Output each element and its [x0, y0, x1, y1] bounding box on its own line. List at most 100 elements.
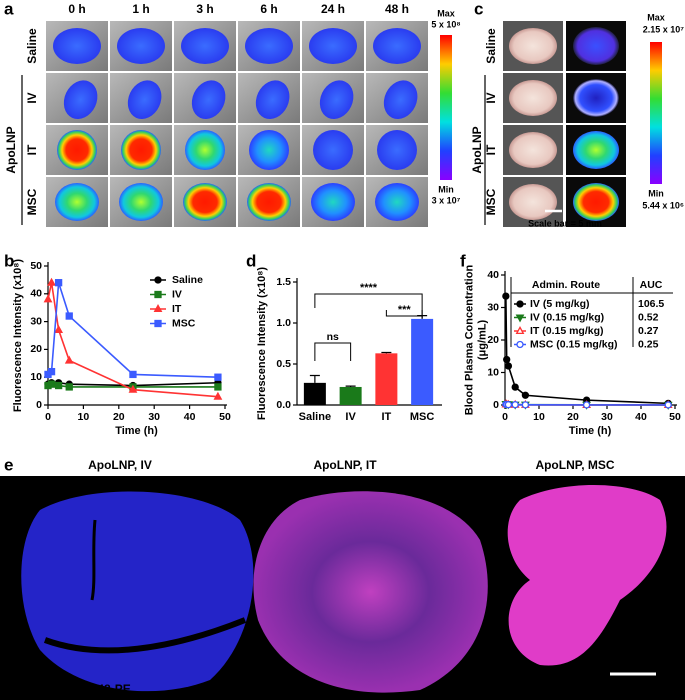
- y-tick-label: 0.5: [276, 358, 291, 370]
- y-axis-title: (μg/mL): [476, 320, 488, 361]
- x-tick-label: 20: [567, 411, 579, 423]
- y-tick-label: 20: [30, 343, 42, 355]
- ivis-signal: [181, 28, 229, 64]
- liver-photo: [509, 28, 557, 64]
- significance-label: ***: [398, 304, 412, 316]
- legend-header: AUC: [640, 279, 663, 291]
- colorbar-min: 3 x 10⁷: [432, 195, 461, 205]
- y-tick-label: 10: [30, 371, 42, 383]
- data-point: [128, 384, 138, 393]
- image-title: ApoLNP, MSC: [535, 458, 614, 472]
- data-point: [54, 324, 64, 333]
- ivis-signal: [247, 183, 291, 221]
- data-point: [504, 401, 513, 409]
- legend-marker: [154, 290, 162, 299]
- legend-marker: [516, 340, 524, 349]
- legend-label: IT (0.15 mg/kg): [530, 325, 604, 337]
- colorbar-max: 2.15 x 10⁷: [643, 24, 685, 34]
- error-bar: [381, 351, 392, 354]
- data-point: [521, 391, 530, 399]
- tissue-gap: [90, 519, 97, 601]
- data-point: [664, 401, 672, 409]
- group-label: ApoLNP: [4, 126, 18, 173]
- data-point: [129, 370, 137, 379]
- x-tick-label: 50: [219, 411, 231, 423]
- colorbar-max: 5 x 10⁸: [431, 19, 460, 29]
- data-point: [47, 367, 56, 376]
- ivis-signal: [255, 80, 290, 120]
- ivis-signal: [117, 28, 165, 64]
- data-point: [521, 401, 530, 409]
- panel-label: b: [4, 251, 14, 270]
- legend-marker: [153, 304, 163, 313]
- bar: [339, 386, 362, 405]
- scale-note: Scale bar = 5 mm: [528, 218, 602, 228]
- legend-label: MSC: [172, 317, 196, 329]
- data-point: [214, 373, 222, 381]
- x-axis-title: Time (h): [569, 425, 612, 437]
- ivis-signal: [121, 130, 161, 170]
- group-label: ApoLNP: [470, 126, 484, 173]
- x-tick-label: 0: [502, 411, 508, 423]
- data-point: [214, 383, 222, 391]
- row-label: Saline: [25, 28, 39, 64]
- series-line: [47, 282, 218, 398]
- ivis-signal: [63, 80, 98, 120]
- data-point: [65, 383, 73, 391]
- y-tick-label: 40: [30, 288, 42, 300]
- ivis-signal: [57, 130, 97, 170]
- ivis-signal: [245, 28, 293, 64]
- legend-label: Saline: [172, 274, 203, 286]
- auc-value: 0.25: [638, 338, 659, 350]
- data-point: [511, 401, 519, 409]
- data-point: [502, 292, 510, 300]
- y-tick-label: 0.0: [276, 399, 291, 411]
- timepoint-header: 48 h: [385, 2, 409, 16]
- x-tick-label: IT: [381, 411, 391, 423]
- colorbar-max-label: Max: [647, 12, 665, 22]
- row-label: MSC: [25, 188, 39, 215]
- row-label: Saline: [484, 28, 498, 64]
- tissue-section: [21, 491, 254, 692]
- error-bar: [309, 374, 320, 383]
- y-tick-label: 0: [36, 399, 42, 411]
- stain-label: Flamma 648-PE: [42, 682, 131, 696]
- ivis-signal: [383, 80, 418, 120]
- x-tick-label: 40: [635, 411, 647, 423]
- data-point: [54, 381, 63, 390]
- ivis-signal: [55, 183, 99, 221]
- x-tick-label: IV: [345, 411, 356, 423]
- tissue-gap: [43, 617, 247, 654]
- data-point: [213, 391, 223, 400]
- ivis-signal: [53, 28, 101, 64]
- row-label: IV: [484, 92, 498, 103]
- y-tick-label: 1.0: [276, 317, 291, 329]
- ivis-signal: [309, 28, 357, 64]
- bar: [375, 353, 398, 405]
- panel-label: f: [460, 251, 466, 270]
- timepoint-header: 24 h: [321, 2, 345, 16]
- panel-label: e: [4, 455, 13, 474]
- x-tick-label: 20: [113, 411, 125, 423]
- error-bar: [345, 385, 356, 387]
- y-tick-label: 40: [487, 269, 499, 281]
- legend-label: IV (5 mg/kg): [530, 298, 590, 310]
- y-tick-label: 20: [487, 334, 499, 346]
- data-point: [47, 277, 56, 286]
- timepoint-header: 1 h: [132, 2, 149, 16]
- data-point: [582, 401, 591, 409]
- bar: [411, 318, 434, 405]
- data-point: [511, 383, 519, 391]
- ivis-signal: [185, 130, 225, 170]
- row-label: IT: [25, 144, 39, 155]
- image-title: ApoLNP, IV: [88, 458, 152, 472]
- data-point: [43, 294, 53, 303]
- x-axis-title: Time (h): [115, 425, 158, 437]
- timepoint-header: 3 h: [196, 2, 213, 16]
- y-axis-title: Fluorescence Intensity (x10⁸): [12, 259, 24, 412]
- ivis-signal: [311, 183, 355, 221]
- ivis-signal: [319, 80, 354, 120]
- auc-value: 0.52: [638, 311, 659, 323]
- liver-photo: [509, 184, 557, 220]
